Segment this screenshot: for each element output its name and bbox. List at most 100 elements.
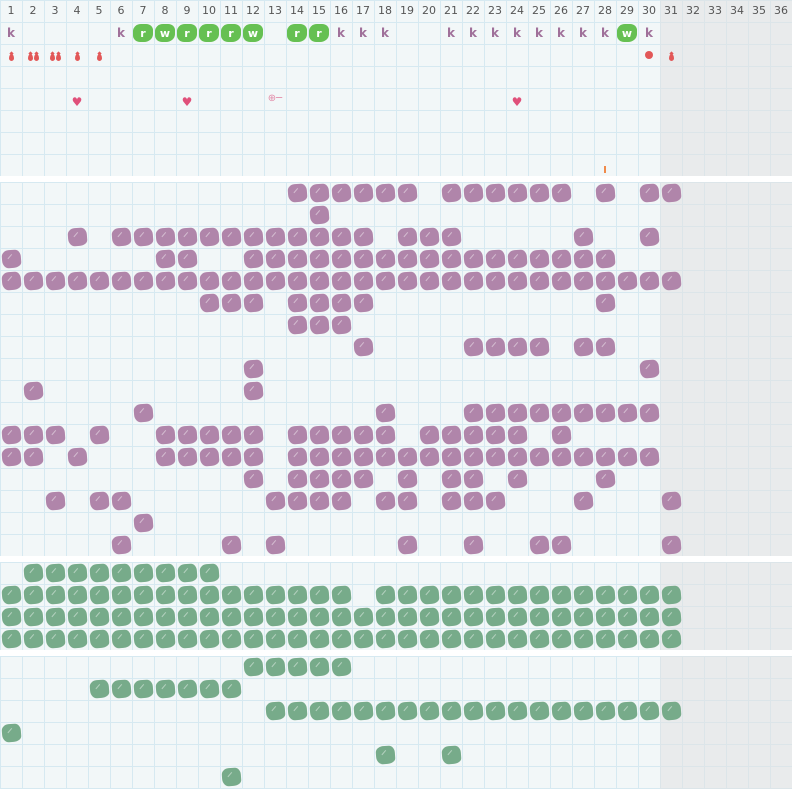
purple-block-cell[interactable] <box>550 424 572 446</box>
purple-block-cell[interactable] <box>286 490 308 512</box>
purple-block-cell[interactable] <box>418 424 440 446</box>
column-header[interactable]: 18 <box>378 4 392 17</box>
purple-block-cell[interactable] <box>242 226 264 248</box>
purple-block-cell[interactable] <box>462 336 484 358</box>
green-block-cell[interactable] <box>440 628 462 650</box>
purple-block-cell[interactable] <box>374 270 396 292</box>
green-block-cell[interactable] <box>330 606 352 628</box>
green-block-cell[interactable] <box>572 628 594 650</box>
purple-block-cell[interactable] <box>462 270 484 292</box>
green-block-cell[interactable] <box>352 628 374 650</box>
purple-block-cell[interactable] <box>506 446 528 468</box>
purple-block-cell[interactable] <box>110 534 132 556</box>
marker-cell[interactable]: r <box>132 22 154 44</box>
purple-block-cell[interactable] <box>572 490 594 512</box>
purple-block-cell[interactable] <box>506 182 528 204</box>
green-block-cell[interactable] <box>330 628 352 650</box>
column-header[interactable]: 32 <box>686 4 700 17</box>
green-block-cell[interactable] <box>198 678 220 700</box>
purple-block-cell[interactable] <box>396 534 418 556</box>
marker-cell[interactable]: k <box>594 22 616 44</box>
purple-block-cell[interactable] <box>506 424 528 446</box>
purple-block-cell[interactable] <box>638 182 660 204</box>
green-block-cell[interactable] <box>418 628 440 650</box>
purple-block-cell[interactable] <box>198 226 220 248</box>
green-block-cell[interactable] <box>88 606 110 628</box>
purple-block-cell[interactable] <box>440 182 462 204</box>
purple-block-cell[interactable] <box>528 402 550 424</box>
column-header[interactable]: 9 <box>183 4 191 17</box>
purple-block-cell[interactable] <box>484 248 506 270</box>
purple-block-cell[interactable] <box>550 182 572 204</box>
purple-block-cell[interactable] <box>572 248 594 270</box>
green-block-cell[interactable] <box>220 606 242 628</box>
green-block-cell[interactable] <box>440 744 462 766</box>
purple-block-cell[interactable] <box>572 270 594 292</box>
purple-block-cell[interactable] <box>286 424 308 446</box>
purple-block-cell[interactable] <box>242 446 264 468</box>
column-header[interactable]: 1 <box>7 4 15 17</box>
purple-block-cell[interactable] <box>484 182 506 204</box>
green-block-cell[interactable] <box>88 562 110 584</box>
purple-block-cell[interactable] <box>286 468 308 490</box>
purple-block-cell[interactable] <box>242 380 264 402</box>
purple-block-cell[interactable] <box>352 182 374 204</box>
marker-cell[interactable]: k <box>374 22 396 44</box>
green-block-cell[interactable] <box>286 628 308 650</box>
green-block-cell[interactable] <box>176 678 198 700</box>
green-block-cell[interactable] <box>418 700 440 722</box>
purple-block-cell[interactable] <box>198 270 220 292</box>
purple-block-cell[interactable] <box>462 402 484 424</box>
column-header[interactable]: 24 <box>510 4 524 17</box>
green-block-cell[interactable] <box>88 628 110 650</box>
purple-block-cell[interactable] <box>330 226 352 248</box>
marker-cell[interactable] <box>660 44 682 66</box>
purple-block-cell[interactable] <box>176 248 198 270</box>
marker-cell[interactable]: w <box>242 22 264 44</box>
purple-block-cell[interactable] <box>22 270 44 292</box>
green-block-cell[interactable] <box>154 584 176 606</box>
marker-cell[interactable] <box>0 44 22 66</box>
green-block-cell[interactable] <box>550 628 572 650</box>
purple-block-cell[interactable] <box>154 446 176 468</box>
green-block-cell[interactable] <box>242 656 264 678</box>
purple-block-cell[interactable] <box>110 226 132 248</box>
green-block-cell[interactable] <box>616 700 638 722</box>
green-block-cell[interactable] <box>88 678 110 700</box>
green-block-cell[interactable] <box>440 700 462 722</box>
marker-cell[interactable]: k <box>506 22 528 44</box>
purple-block-cell[interactable] <box>396 446 418 468</box>
purple-block-cell[interactable] <box>132 270 154 292</box>
green-block-cell[interactable] <box>330 656 352 678</box>
green-block-cell[interactable] <box>528 606 550 628</box>
green-block-cell[interactable] <box>484 628 506 650</box>
column-header[interactable]: 10 <box>202 4 216 17</box>
green-block-cell[interactable] <box>286 656 308 678</box>
purple-block-cell[interactable] <box>616 270 638 292</box>
purple-block-cell[interactable] <box>660 270 682 292</box>
purple-block-cell[interactable] <box>462 182 484 204</box>
purple-block-cell[interactable] <box>594 182 616 204</box>
column-header[interactable]: 5 <box>95 4 103 17</box>
green-block-cell[interactable] <box>374 744 396 766</box>
purple-block-cell[interactable] <box>330 424 352 446</box>
purple-block-cell[interactable] <box>440 446 462 468</box>
column-header[interactable]: 8 <box>161 4 169 17</box>
purple-block-cell[interactable] <box>462 534 484 556</box>
purple-block-cell[interactable] <box>462 468 484 490</box>
column-header[interactable]: 21 <box>444 4 458 17</box>
marker-cell[interactable]: k <box>330 22 352 44</box>
green-block-cell[interactable] <box>660 628 682 650</box>
purple-block-cell[interactable] <box>352 248 374 270</box>
green-block-cell[interactable] <box>242 606 264 628</box>
green-block-cell[interactable] <box>528 628 550 650</box>
purple-block-cell[interactable] <box>308 270 330 292</box>
purple-block-cell[interactable] <box>308 314 330 336</box>
purple-block-cell[interactable] <box>440 468 462 490</box>
marker-cell[interactable]: k <box>572 22 594 44</box>
purple-block-cell[interactable] <box>550 446 572 468</box>
purple-block-cell[interactable] <box>352 270 374 292</box>
marker-cell[interactable] <box>44 44 66 66</box>
purple-block-cell[interactable] <box>286 182 308 204</box>
green-block-cell[interactable] <box>220 628 242 650</box>
